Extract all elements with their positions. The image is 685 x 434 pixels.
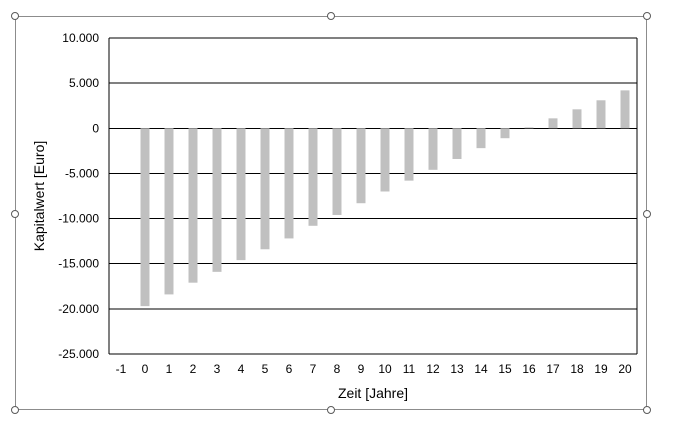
x-tick-label: 20 [618,362,632,376]
x-tick-label: 6 [286,362,293,376]
x-tick-label: 1 [166,362,173,376]
x-tick-label: 5 [262,362,269,376]
x-tick-label: 17 [546,362,560,376]
bar-year-9[interactable] [356,128,366,204]
bar-year-7[interactable] [308,128,318,226]
x-tick-label: 16 [522,362,536,376]
bar-year-14[interactable] [476,128,486,149]
resize-handle-middle-left[interactable] [11,210,19,218]
x-tick-label: 15 [498,362,512,376]
y-axis-title: Kapitalwert [Euro] [31,141,47,252]
resize-handle-top-left[interactable] [11,12,19,20]
x-tick-label: 10 [378,362,392,376]
bar-year-18[interactable] [572,109,582,129]
y-tick-label: 10.000 [62,31,99,45]
x-axis-title: Zeit [Jahre] [338,385,408,401]
x-tick-label: 14 [474,362,488,376]
bar-year-15[interactable] [500,128,510,139]
x-tick-label: 18 [570,362,584,376]
y-tick-label: 0 [92,121,99,135]
bar-year-12[interactable] [428,128,438,170]
bar-year-13[interactable] [452,128,462,159]
y-tick-label: 5.000 [69,76,99,90]
bar-year-4[interactable] [236,128,246,261]
resize-handle-top-center[interactable] [327,12,335,20]
bar-year-16[interactable] [524,127,534,129]
bar-year-0[interactable] [140,128,150,307]
resize-handle-bottom-left[interactable] [11,406,19,414]
resize-handle-bottom-right[interactable] [643,406,651,414]
x-tick-label: -1 [116,362,127,376]
bar-year-5[interactable] [260,128,270,250]
bar-year-10[interactable] [380,128,390,192]
y-tick-label: -5.000 [65,166,99,180]
y-tick-label: -25.000 [58,347,99,361]
resize-handle-middle-right[interactable] [643,210,651,218]
y-tick-label: -20.000 [58,302,99,316]
x-tick-label: 13 [450,362,464,376]
x-tick-label: 11 [403,362,416,376]
x-tick-label: 19 [594,362,608,376]
x-tick-label: 7 [310,362,317,376]
bar-year-19[interactable] [596,100,606,129]
bar-year-3[interactable] [212,128,222,272]
bar-year-20[interactable] [620,90,630,129]
resize-handle-bottom-center[interactable] [327,406,335,414]
x-tick-label: 12 [426,362,440,376]
y-tick-label: -10.000 [58,212,99,226]
x-tick-label: 0 [142,362,149,376]
x-tick-label: 9 [358,362,365,376]
y-tick-label: -15.000 [58,257,99,271]
bar-year-2[interactable] [188,128,198,283]
x-tick-label: 8 [334,362,341,376]
bar-year-1[interactable] [164,128,174,295]
x-tick-label: 2 [190,362,197,376]
x-tick-label: 3 [214,362,221,376]
resize-handle-top-right[interactable] [643,12,651,20]
bar-year-6[interactable] [284,128,294,239]
bar-year-17[interactable] [548,118,558,129]
bar-year-8[interactable] [332,128,342,215]
x-tick-label: 4 [238,362,245,376]
bar-year-11[interactable] [404,128,414,181]
